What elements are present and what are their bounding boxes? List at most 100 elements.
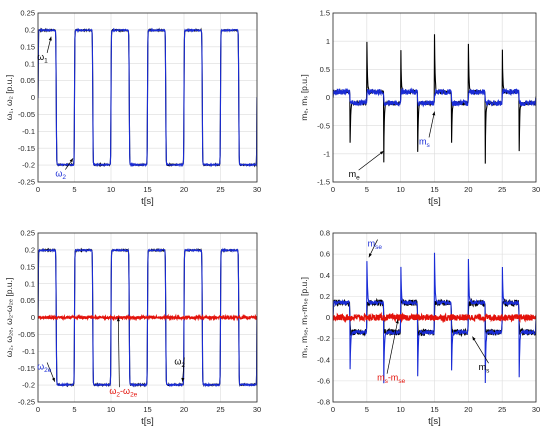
y-tick-label: -0.25: [18, 398, 35, 407]
annotation-label: ω2e: [37, 362, 52, 375]
axes-frame: [332, 232, 537, 403]
annotation-arrowhead: [368, 253, 372, 258]
annotation-label: ω1: [37, 52, 48, 65]
annotation-label: mse: [368, 239, 383, 252]
y-tick-label: -0.6: [317, 376, 330, 385]
annotation-arrow: [358, 150, 384, 171]
series-group: [333, 252, 536, 384]
x-tick-label: 25: [216, 405, 224, 414]
x-tick-label: 15: [430, 405, 438, 414]
x-tick-label: 5: [72, 405, 76, 414]
x-tick-label: 5: [365, 185, 369, 194]
annotation-arrowhead: [472, 336, 476, 341]
y-tick-label: -0.8: [317, 398, 330, 407]
series-group: [333, 34, 536, 164]
y-tick-label: 1: [326, 37, 330, 46]
x-tick-label: 20: [464, 405, 472, 414]
x-tick-label: 30: [253, 405, 261, 414]
y-tick-label: -0.2: [22, 161, 35, 170]
x-tick-label: 15: [430, 185, 438, 194]
x-tick-label: 5: [365, 405, 369, 414]
annotation-label: ω2: [55, 169, 66, 182]
annotation-arrowhead: [395, 319, 399, 324]
x-tick-label: 20: [180, 405, 188, 414]
x-tick-label: 10: [107, 405, 115, 414]
x-tick-label: 0: [36, 405, 40, 414]
y-tick-label: 0: [31, 313, 35, 322]
y-tick-label: -0.15: [18, 364, 35, 373]
x-axis-label: t[s]: [428, 196, 441, 207]
x-tick-label: 25: [498, 185, 506, 194]
annotation-label: me: [349, 169, 361, 182]
y-tick-label: -0.05: [18, 330, 35, 339]
chart-panel-2: 0 5 10 15 20 25 30 -1.5 -1 -0.5 0 0.5 1 1.5 t[s] mₑ, mₛ…: [299, 9, 540, 207]
y-tick-label: -1.5: [317, 178, 330, 187]
y-tick-label: 0.25: [20, 9, 35, 18]
annotation-arrowhead: [48, 36, 52, 41]
y-tick-label: 0.4: [320, 271, 330, 280]
annotation-arrowhead: [181, 377, 185, 382]
y-axis-label: mₑ, mₛ [p.u.]: [299, 74, 309, 120]
annotation-arrow: [182, 357, 185, 382]
x-tick-label: 20: [464, 185, 472, 194]
series-line-2: [38, 27, 257, 168]
x-tick-label: 25: [498, 405, 506, 414]
annotation-arrow: [472, 336, 489, 364]
y-tick-label: 0.1: [25, 279, 35, 288]
series-line-msmse: [333, 311, 536, 324]
y-tick-label: 0.2: [25, 246, 35, 255]
x-tick-label: 25: [216, 185, 224, 194]
annotation-arrowhead: [69, 158, 74, 163]
x-tick-label: 15: [143, 405, 151, 414]
annotation-arrow: [428, 111, 435, 138]
y-tick-label: 1.5: [320, 9, 330, 18]
y-tick-label: -0.1: [22, 127, 35, 136]
series-line-22e: [38, 313, 257, 322]
series-group: [38, 247, 257, 388]
x-tick-label: 10: [396, 185, 404, 194]
y-tick-label: 0.05: [20, 76, 35, 85]
series-line-me: [333, 34, 536, 164]
axes-frame: [332, 12, 537, 183]
annotation-label: ω2-ω2e: [109, 386, 137, 399]
y-tick-label: 0.6: [320, 250, 330, 259]
y-tick-label: -0.5: [317, 121, 330, 130]
annotation-arrowhead: [116, 317, 120, 322]
chart-panel-4: 0 5 10 15 20 25 30 -0.8 -0.6 -0.4 -0.2 0 0.2 0.4 0.6 0.…: [299, 229, 540, 427]
annotation-label: ms-mse: [377, 373, 406, 386]
axes-frame: [37, 232, 258, 403]
x-tick-label: 30: [532, 185, 540, 194]
y-tick-label: -0.2: [22, 381, 35, 390]
x-tick-label: 20: [180, 185, 188, 194]
y-tick-label: -0.4: [317, 355, 330, 364]
annotation-arrow: [386, 319, 399, 374]
y-axis-label: ω₂, ω₂ₑ, ω₂-ω₂ₑ [p.u.]: [4, 278, 14, 358]
x-tick-label: 5: [72, 185, 76, 194]
axes-frame: [37, 12, 258, 183]
y-axis-label: mₛ, mₛₑ, mₛ-mₛₑ [p.u.]: [299, 277, 309, 358]
x-tick-label: 0: [331, 405, 335, 414]
y-tick-label: 0.1: [25, 59, 35, 68]
chart-panel-3: 0 5 10 15 20 25 30 -0.25 -0.2 -0.15 -0.1 -0.05 0 0.05…: [4, 229, 261, 427]
y-tick-label: -0.25: [18, 178, 35, 187]
annotation-arrowhead: [432, 111, 436, 116]
y-tick-label: -0.15: [18, 144, 35, 153]
y-tick-label: -0.1: [22, 347, 35, 356]
y-tick-label: 0: [31, 93, 35, 102]
y-tick-label: 0.2: [320, 292, 330, 301]
y-tick-label: 0.2: [25, 26, 35, 35]
x-tick-label: 30: [253, 185, 261, 194]
chart-panel-1: 0 5 10 15 20 25 30 -0.25 -0.2 -0.15 -0.1 -0.05 0 0.05…: [4, 9, 261, 207]
x-axis-label: t[s]: [141, 196, 154, 207]
x-tick-label: 0: [331, 185, 335, 194]
x-tick-label: 10: [107, 185, 115, 194]
y-tick-label: 0: [326, 93, 330, 102]
annotation-label: ω2: [174, 356, 185, 369]
annotation-arrowhead: [379, 151, 384, 155]
y-tick-label: -0.2: [317, 334, 330, 343]
annotation-label: ms: [419, 136, 431, 149]
series-line-mse: [333, 252, 536, 384]
x-tick-label: 30: [532, 405, 540, 414]
y-tick-label: 0.8: [320, 229, 330, 238]
